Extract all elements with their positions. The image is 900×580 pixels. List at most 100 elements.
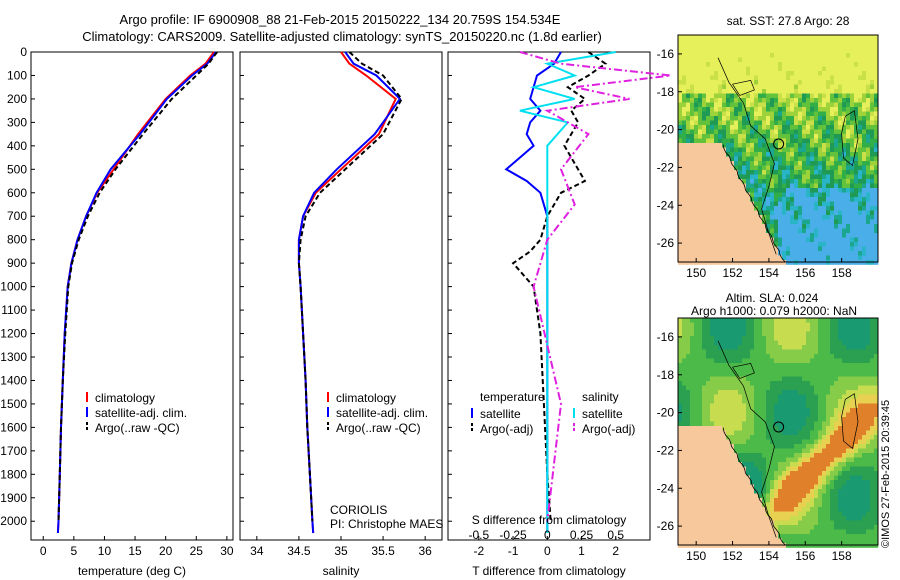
legend-label: satellite-adj. clim. [336, 406, 428, 420]
reef-outline [717, 57, 777, 255]
x-tick-label: 154 [759, 266, 779, 280]
x-tick-label: 35.5 [371, 544, 395, 558]
x-tick-label: 15 [128, 544, 142, 558]
reef-outline [732, 362, 755, 379]
x-tick-label: 150 [686, 549, 706, 563]
y-tick-label: 600 [7, 186, 27, 200]
series-line-argo-raw-qc- [297, 51, 403, 522]
legend-label: satellite [582, 407, 623, 421]
x-tick-label: 156 [795, 549, 815, 563]
legend-label: satellite-adj. clim. [95, 406, 187, 420]
plot-frame-difference [447, 51, 651, 541]
reef-outline [841, 393, 859, 450]
profile-location-marker [773, 421, 785, 433]
x-tick-label: 2 [612, 544, 619, 558]
x-tick-label: 158 [832, 266, 852, 280]
legend-label: climatology [336, 391, 396, 405]
y-tick-label: -16 [657, 330, 675, 344]
y-tick-label: 1300 [0, 350, 27, 364]
x-axis-label: temperature (deg C) [78, 564, 186, 578]
reef-outline [841, 110, 859, 167]
y-tick-label: 900 [7, 256, 27, 270]
legend-label: Argo(..raw -QC) [336, 421, 421, 435]
series-line-temperature-argo-adj- [511, 51, 608, 522]
x-tick-label: 154 [759, 549, 779, 563]
x-tick-label: 10 [98, 544, 112, 558]
y-tick-label: -26 [657, 519, 675, 533]
y-tick-label: 700 [7, 209, 27, 223]
legend-heading-temperature: temperature [480, 390, 545, 404]
x-tick-label: 34 [250, 544, 264, 558]
coastline [722, 144, 786, 263]
plot-frame-salinity [239, 51, 443, 541]
y-tick-label: 2000 [0, 514, 27, 528]
x-tick-label-salinity: -0.5 [468, 528, 489, 542]
x-tick-label-salinity: 0.25 [570, 528, 594, 542]
y-tick-label: 200 [7, 92, 27, 106]
y-tick-label: 1700 [0, 444, 27, 458]
y-tick-label: 1500 [0, 397, 27, 411]
x-tick-label: 0 [544, 544, 551, 558]
legend-heading-salinity: salinity [582, 390, 619, 404]
x-tick-label: 30 [220, 544, 234, 558]
legend-label: Argo(..raw -QC) [95, 421, 180, 435]
profile-location-marker [773, 138, 785, 150]
map-title: Altim. SLA: 0.024 [726, 291, 819, 305]
y-tick-label: -22 [657, 160, 675, 174]
x-axis-label-salinity: S difference from climatology [472, 513, 627, 527]
x-tick-label: -1 [508, 544, 519, 558]
panel-annotation: CORIOLIS [330, 503, 387, 517]
x-tick-label: 0 [40, 544, 47, 558]
x-tick-label: 152 [723, 549, 743, 563]
y-tick-label: -20 [657, 406, 675, 420]
sst-map-cells [678, 35, 879, 265]
series-line-salinity-satellite [519, 51, 616, 533]
imos-timestamp: ©IMOS 27-Feb-2015 20:39:45 [880, 399, 892, 548]
y-tick-label: 1000 [0, 280, 27, 294]
series-line-salinity-argo-adj- [519, 51, 671, 522]
x-tick-label: 1 [578, 544, 585, 558]
y-tick-label: 800 [7, 233, 27, 247]
y-tick-label: 1600 [0, 420, 27, 434]
x-tick-label-salinity: -0.25 [499, 528, 527, 542]
y-tick-label: -18 [657, 368, 675, 382]
x-tick-label: 34.5 [287, 544, 311, 558]
y-tick-label: -18 [657, 85, 675, 99]
x-axis-label: T difference from climatology [472, 564, 626, 578]
x-tick-label: 35 [334, 544, 348, 558]
coastline [722, 427, 786, 546]
x-tick-label: 25 [190, 544, 204, 558]
legend-label: Argo(-adj) [582, 422, 635, 436]
y-tick-label: 500 [7, 162, 27, 176]
y-tick-label: -24 [657, 198, 675, 212]
reef-outline [732, 79, 755, 96]
y-tick-label: -22 [657, 443, 675, 457]
x-tick-label-salinity: 0.5 [607, 528, 624, 542]
sla-map-cells [678, 318, 879, 548]
series-line-temperature-satellite [504, 51, 562, 533]
x-tick-label: 152 [723, 266, 743, 280]
map-frame [677, 34, 879, 263]
figure-subtitle: Climatology: CARS2009. Satellite-adjuste… [82, 29, 602, 44]
y-tick-label: -16 [657, 47, 675, 61]
y-tick-label: 300 [7, 115, 27, 129]
map-frame [677, 317, 879, 546]
plot-frame-temperature [30, 51, 234, 541]
legend-label: climatology [95, 391, 155, 405]
y-tick-label: -20 [657, 123, 675, 137]
y-tick-label: 400 [7, 139, 27, 153]
y-tick-label: 0 [20, 45, 27, 59]
series-line-argo-raw-qc- [57, 51, 218, 522]
x-tick-label-salinity: 0 [544, 528, 551, 542]
x-tick-label: -2 [473, 544, 484, 558]
legend-label: Argo(-adj) [480, 422, 533, 436]
x-tick-label: 156 [795, 266, 815, 280]
y-tick-label: 1200 [0, 327, 27, 341]
panel-annotation: PI: Christophe MAES [330, 517, 443, 531]
x-tick-label: 158 [832, 549, 852, 563]
legend-label: satellite [480, 407, 521, 421]
y-tick-label: -26 [657, 236, 675, 250]
x-tick-label: 150 [686, 266, 706, 280]
y-tick-label: 1900 [0, 491, 27, 505]
